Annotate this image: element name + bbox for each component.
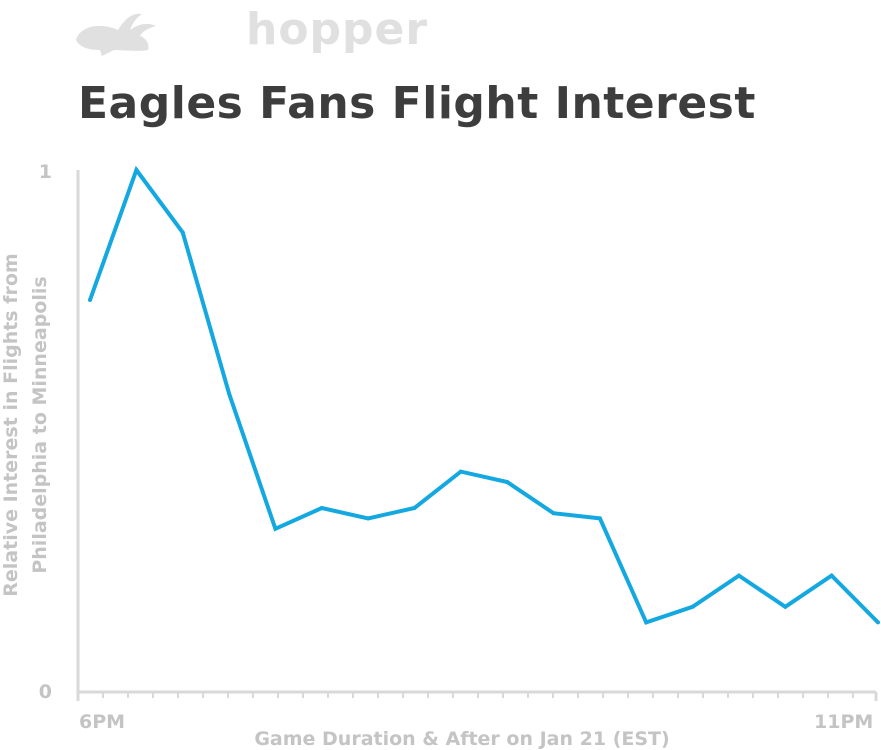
- x-tick-label: 6PM: [79, 711, 125, 733]
- data-point: [458, 469, 463, 474]
- data-point: [273, 526, 278, 531]
- data-point: [134, 168, 139, 172]
- y-axis-tick-labels: 10: [39, 161, 52, 703]
- x-axis-label: Game Duration & After on Jan 21 (EST): [254, 728, 669, 750]
- x-axis-tick-labels: 6PM 11PM: [79, 711, 873, 733]
- data-point: [783, 604, 788, 609]
- data-point: [597, 516, 602, 521]
- data-point: [690, 604, 695, 609]
- data-point: [412, 506, 417, 510]
- data-point: [551, 511, 556, 516]
- chart-title: Eagles Fans Flight Interest: [78, 78, 756, 129]
- x-axis-ticks: [76, 692, 878, 701]
- y-axis-label-line-2: Philadelphia to Minneapolis: [29, 276, 51, 573]
- y-tick-label: 0: [39, 681, 52, 703]
- series-line: [88, 165, 880, 625]
- y-tick-label: 1: [39, 161, 52, 183]
- data-point: [366, 516, 371, 521]
- data-point: [505, 480, 510, 484]
- data-points: [88, 168, 880, 625]
- data-point: [88, 298, 92, 302]
- logo-text: hopper: [246, 4, 429, 55]
- hopper-logo: hopper: [72, 4, 427, 58]
- y-axis-label-line-1: Relative Interest in Flights from: [0, 253, 22, 596]
- data-point: [227, 391, 232, 396]
- data-point: [644, 620, 649, 625]
- data-point: [319, 506, 324, 510]
- y-axis-label: Relative Interest in Flights from Philad…: [0, 253, 51, 596]
- data-point: [736, 573, 741, 578]
- data-point: [180, 230, 185, 235]
- rabbit-icon: [76, 13, 156, 57]
- data-point: [829, 573, 834, 578]
- data-point: [876, 620, 880, 625]
- x-tick-label: 11PM: [814, 711, 873, 733]
